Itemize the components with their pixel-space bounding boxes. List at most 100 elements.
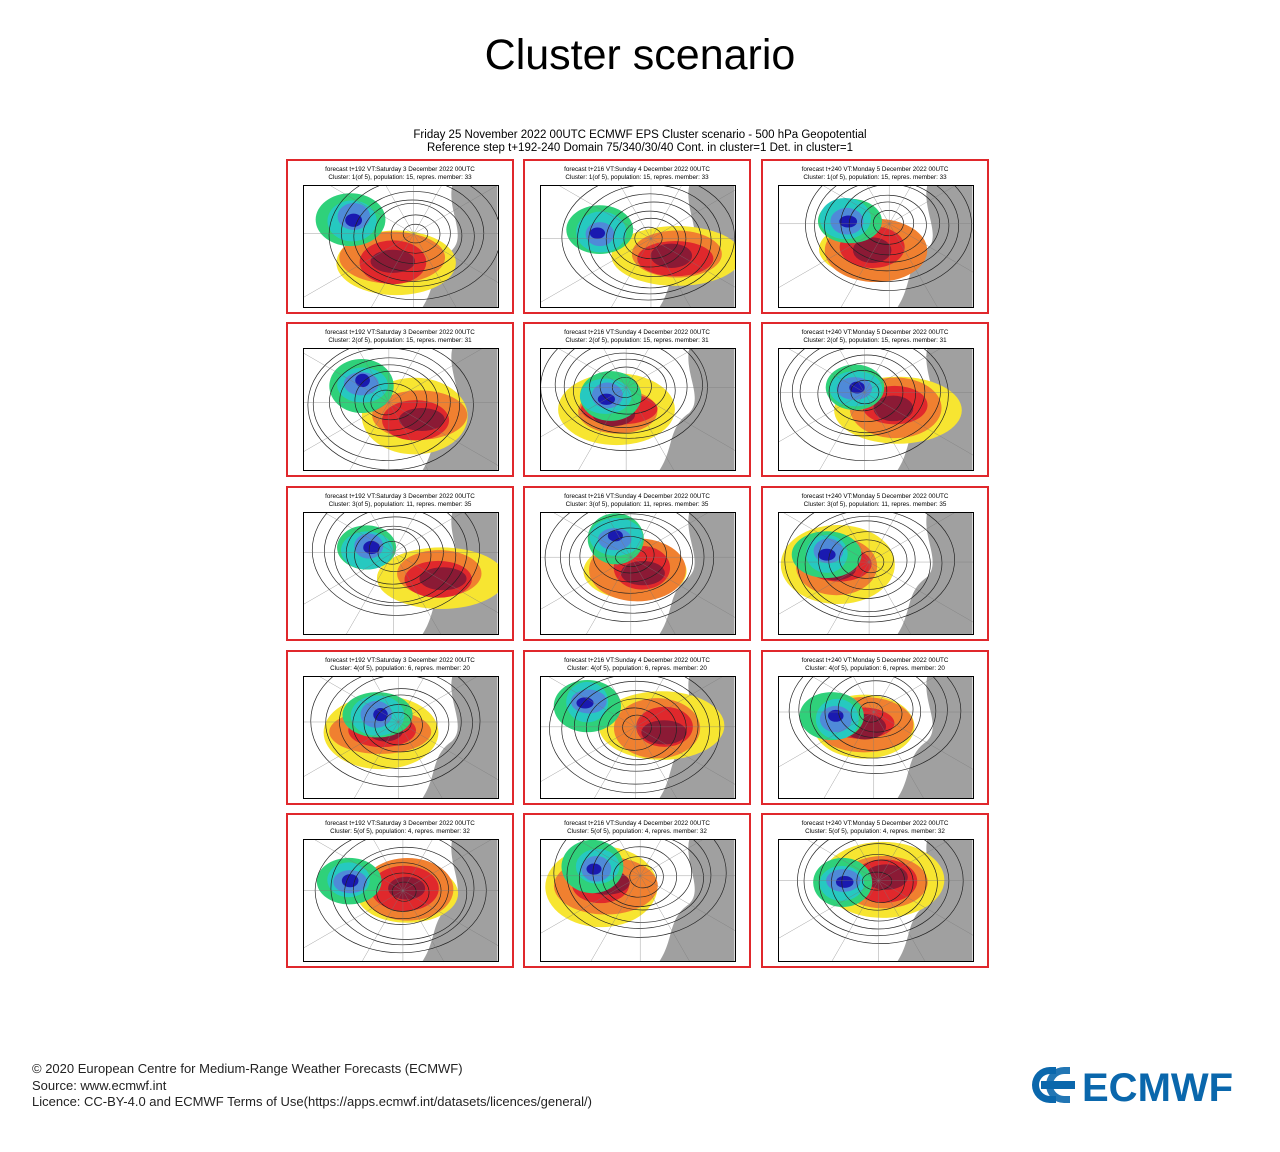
geopotential-contour xyxy=(334,513,457,603)
graticule-line xyxy=(594,726,636,798)
geopotential-contour xyxy=(354,370,428,431)
graticule-line xyxy=(611,238,652,307)
graticule-line xyxy=(620,186,652,239)
graticule-line xyxy=(413,233,457,307)
negative-anomaly-area xyxy=(827,709,844,722)
geopotential-contour xyxy=(798,677,948,767)
panel-cluster-label: Cluster: 3(of 5), population: 11, repres… xyxy=(565,501,709,508)
cluster-panel: forecast t+192 VT:Saturday 3 December 20… xyxy=(286,159,514,314)
graticule-line xyxy=(630,557,735,618)
geopotential-contour xyxy=(352,688,450,761)
graticule-line xyxy=(553,513,631,558)
graticule-line xyxy=(788,349,865,393)
cluster-panel: forecast t+216 VT:Sunday 4 December 2022… xyxy=(523,813,751,968)
graticule-line xyxy=(402,840,433,891)
geopotential-contour xyxy=(363,694,438,753)
svg-text:ECMWF: ECMWF xyxy=(1082,1066,1233,1106)
cluster-panel: forecast t+240 VT:Monday 5 December 2022… xyxy=(761,322,989,477)
graticule-line xyxy=(823,186,890,224)
geopotential-anomaly-map xyxy=(303,839,499,962)
graticule-line xyxy=(413,186,442,234)
panel-cluster-label: Cluster: 2(of 5), population: 15, repres… xyxy=(803,337,947,344)
graticule-line xyxy=(362,890,404,961)
panel-cluster-label: Cluster: 4(of 5), population: 6, repres.… xyxy=(567,665,707,672)
panel-cluster-label: Cluster: 1(of 5), population: 15, repres… xyxy=(565,174,709,181)
panel-forecast-label: forecast t+240 VT:Monday 5 December 2022… xyxy=(801,493,949,500)
positive-anomaly-area xyxy=(650,243,693,268)
geopotential-anomaly-map xyxy=(540,676,736,799)
geopotential-contour xyxy=(311,513,481,616)
graticule-line xyxy=(783,513,870,563)
geopotential-contour xyxy=(344,846,468,940)
graticule-line xyxy=(831,880,879,961)
graticule-line xyxy=(889,223,973,273)
panel-forecast-label: forecast t+192 VT:Saturday 3 December 20… xyxy=(325,329,475,336)
geopotential-contour xyxy=(307,349,474,470)
geopotential-anomaly-map xyxy=(778,185,974,308)
panel-forecast-label: forecast t+216 VT:Sunday 4 December 2022… xyxy=(564,329,710,336)
geopotential-contour xyxy=(622,714,652,740)
panel-cluster-label: Cluster: 5(of 5), population: 4, repres.… xyxy=(567,828,707,835)
negative-anomaly-area xyxy=(576,697,594,709)
land-mass xyxy=(897,840,973,961)
graticule-line xyxy=(640,840,662,876)
geopotential-contour xyxy=(858,701,884,723)
geopotential-contour xyxy=(814,186,960,282)
geopotential-contour xyxy=(840,186,940,263)
geopotential-contour xyxy=(588,193,712,289)
graticule-line xyxy=(779,392,865,442)
graticule-line xyxy=(541,387,627,437)
geopotential-anomaly-map xyxy=(303,512,499,635)
footer-copyright: © 2020 European Centre for Medium-Range … xyxy=(32,1061,463,1076)
graticule-line xyxy=(413,186,497,234)
page-title: Cluster scenario xyxy=(484,31,796,79)
geopotential-contour xyxy=(839,539,894,579)
geopotential-contour xyxy=(824,677,921,751)
graticule-line xyxy=(853,677,874,713)
geopotential-anomaly-map xyxy=(540,512,736,635)
graticule-line xyxy=(625,349,649,388)
graticule-line xyxy=(812,677,874,713)
cluster-panel: forecast t+240 VT:Monday 5 December 2022… xyxy=(761,159,989,314)
panel-forecast-label: forecast t+192 VT:Saturday 3 December 20… xyxy=(325,820,475,827)
graticule-line xyxy=(304,353,389,403)
graticule-line xyxy=(868,561,911,634)
cluster-panel: forecast t+240 VT:Monday 5 December 2022… xyxy=(761,486,989,641)
geopotential-contour xyxy=(629,864,657,889)
geopotential-contour xyxy=(573,352,676,428)
graticule-line xyxy=(873,711,973,770)
panel-forecast-label: forecast t+216 VT:Sunday 4 December 2022… xyxy=(564,166,710,173)
land-mass xyxy=(422,677,498,798)
geopotential-anomaly-map xyxy=(303,348,499,471)
cluster-panel: forecast t+216 VT:Sunday 4 December 2022… xyxy=(523,650,751,805)
graticule-line xyxy=(650,189,735,239)
geopotential-contour xyxy=(390,214,441,254)
geopotential-contour xyxy=(368,528,421,572)
geopotential-contour xyxy=(817,354,916,434)
geopotential-contour xyxy=(339,677,462,769)
negative-anomaly-area xyxy=(373,708,388,722)
footer: © 2020 European Centre for Medium-Range … xyxy=(32,1061,592,1111)
graticule-line xyxy=(864,392,910,470)
panel-forecast-label: forecast t+240 VT:Monday 5 December 2022… xyxy=(801,657,949,664)
geopotential-anomaly-map xyxy=(540,185,736,308)
graticule-line xyxy=(402,890,498,946)
negative-anomaly-area xyxy=(839,215,858,228)
graticule-line xyxy=(650,186,682,239)
geopotential-contour xyxy=(328,186,498,301)
chart-header-line-2: Reference step t+192-240 Domain 75/340/3… xyxy=(426,142,854,154)
geopotential-contour xyxy=(573,680,699,772)
graticule-line xyxy=(325,513,394,553)
graticule-line xyxy=(619,840,641,876)
panel-forecast-label: forecast t+240 VT:Monday 5 December 2022… xyxy=(801,820,949,827)
geopotential-contour xyxy=(589,358,667,415)
geopotential-contour xyxy=(791,349,941,446)
geopotential-contour xyxy=(805,186,972,291)
geopotential-contour xyxy=(324,513,468,607)
graticule-line xyxy=(635,677,665,727)
geopotential-contour xyxy=(592,840,693,911)
graticule-line xyxy=(548,677,636,727)
graticule-line xyxy=(606,677,636,727)
graticule-line xyxy=(603,349,627,388)
geopotential-contour xyxy=(828,531,908,590)
